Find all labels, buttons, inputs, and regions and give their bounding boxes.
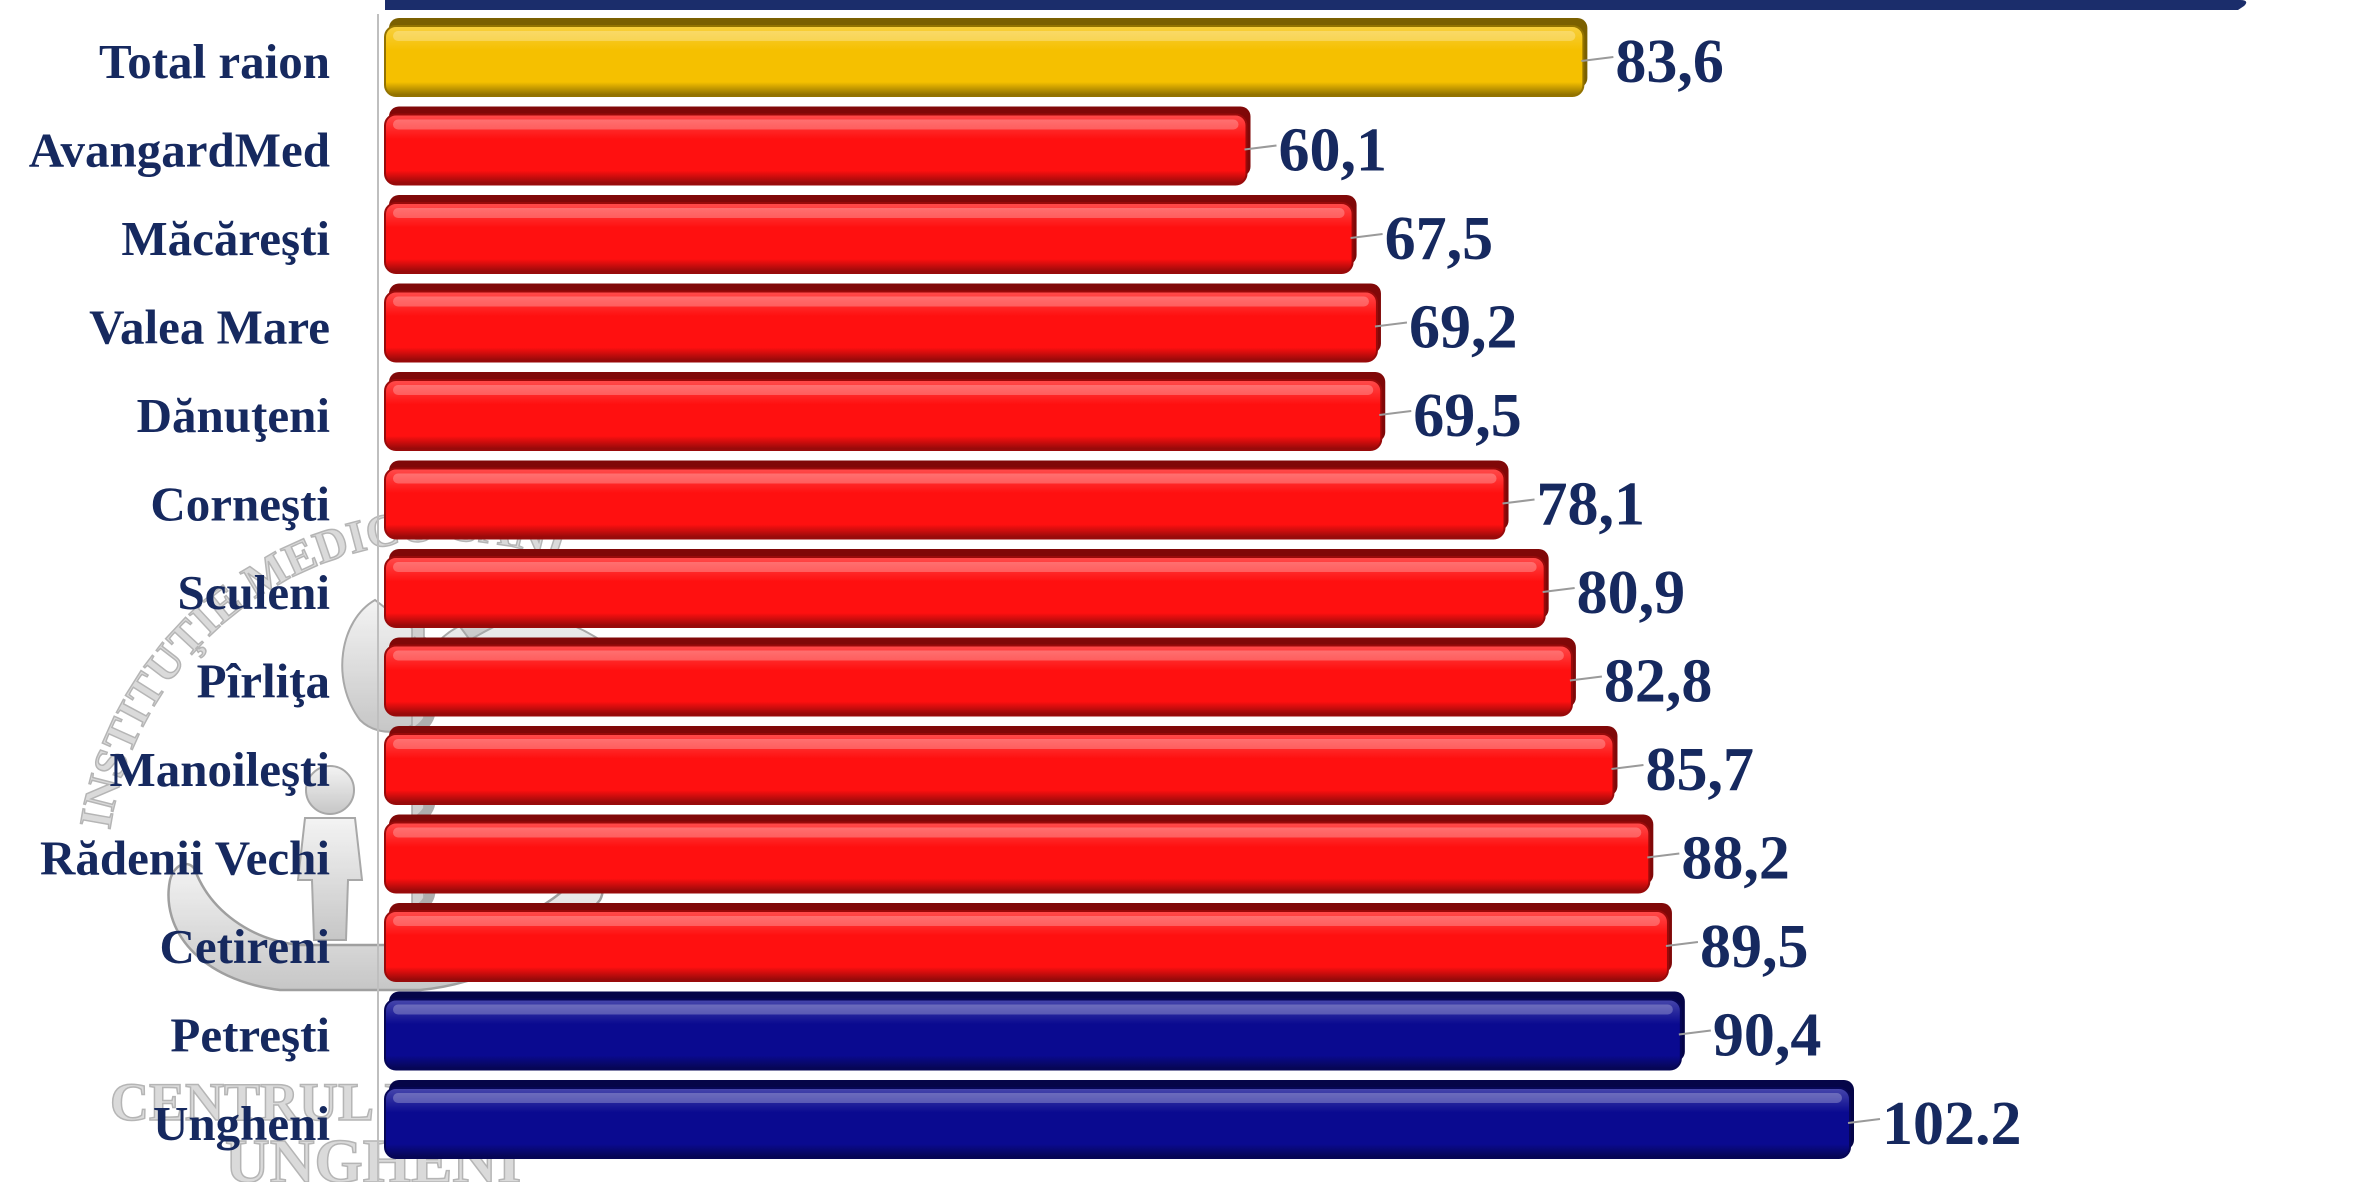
value-label: 78,1 [1537, 471, 1646, 539]
bar-highlight [393, 650, 1564, 661]
label-leader-line [1678, 1029, 1711, 1036]
value-label: 83,6 [1615, 28, 1724, 96]
label-leader-line [1374, 321, 1408, 328]
value-label: 90,4 [1713, 1002, 1822, 1070]
bar-group: Total raion 83,6 [99, 18, 1724, 97]
bar-group: Cetireni 89,5 [159, 903, 1809, 982]
bar-highlight [393, 1093, 1842, 1103]
category-label: Petreşti [170, 1008, 330, 1063]
label-leader-line [1581, 56, 1614, 62]
value-label: 82,8 [1604, 648, 1713, 716]
value-label: 89,5 [1700, 913, 1809, 981]
value-label: 80,9 [1577, 559, 1686, 627]
value-label: 85,7 [1645, 736, 1754, 804]
label-leader-line [1502, 498, 1535, 505]
bar-group: Rădenii Vechi 88,2 [40, 814, 1790, 894]
bar-group: Manoileşti 85,7 [110, 726, 1754, 805]
bar-group: Petreşti 90,4 [170, 991, 1822, 1071]
bar-highlight [393, 119, 1239, 130]
bar-group: AvangardMed 60,1 [29, 106, 1388, 186]
category-label: AvangardMed [29, 123, 330, 178]
bar-highlight [393, 739, 1606, 749]
bar-highlight [393, 562, 1537, 572]
category-label: Rădenii Vechi [40, 831, 330, 886]
bar-highlight [393, 916, 1660, 926]
label-leader-line [1244, 144, 1277, 151]
bar-group: Dănuţeni 69,5 [137, 372, 1522, 451]
category-label: Corneşti [150, 477, 330, 532]
bar-group: Măcăreşti 67,5 [121, 195, 1494, 274]
person-figure-icon [305, 765, 355, 815]
category-label: Cetireni [159, 919, 330, 974]
value-label: 88,2 [1681, 825, 1790, 893]
top-band [385, 0, 2247, 10]
bar-highlight [393, 208, 1345, 218]
watermark-line1: CENTRUL D [110, 1072, 424, 1132]
category-label: Manoileşti [110, 742, 330, 797]
bar-group: Sculeni 80,9 [178, 549, 1686, 628]
value-label: 69,2 [1409, 294, 1518, 362]
category-label: Sculeni [178, 565, 330, 620]
category-label: Ungheni [153, 1096, 330, 1151]
category-label: Total raion [99, 34, 330, 89]
label-leader-line [1569, 675, 1603, 682]
label-leader-line [1847, 1118, 1881, 1124]
value-label: 69,5 [1413, 382, 1522, 450]
label-leader-line [1647, 852, 1680, 859]
bar-group: Valea Mare 69,2 [89, 283, 1518, 363]
bar-highlight [393, 385, 1374, 395]
label-leader-line [1350, 233, 1383, 239]
value-label: 102.2 [1882, 1090, 2022, 1158]
bar-group: Ungheni 102.2 [153, 1080, 2022, 1159]
bar-highlight [393, 473, 1497, 484]
bar-highlight [393, 1004, 1673, 1015]
bar-highlight [393, 827, 1642, 838]
bar-highlight [393, 296, 1369, 307]
bar-group: Corneşti 78,1 [150, 460, 1646, 540]
label-leader-line [1379, 410, 1412, 416]
category-label: Pîrliţa [197, 654, 330, 709]
bar-group: Pîrliţa 82,8 [197, 637, 1713, 717]
label-leader-line [1665, 941, 1699, 947]
value-label: 60,1 [1279, 117, 1388, 185]
bar-highlight [393, 31, 1576, 41]
label-leader-line [1611, 764, 1644, 770]
label-leader-line [1542, 587, 1575, 593]
category-label: Măcăreşti [121, 211, 330, 266]
category-label: Valea Mare [89, 300, 330, 355]
category-label: Dănuţeni [137, 388, 330, 443]
value-label: 67,5 [1385, 205, 1494, 273]
bars-layer: Total raion 83,6 AvangardMed 60,1 Măcăreşti 6… [29, 18, 2022, 1159]
